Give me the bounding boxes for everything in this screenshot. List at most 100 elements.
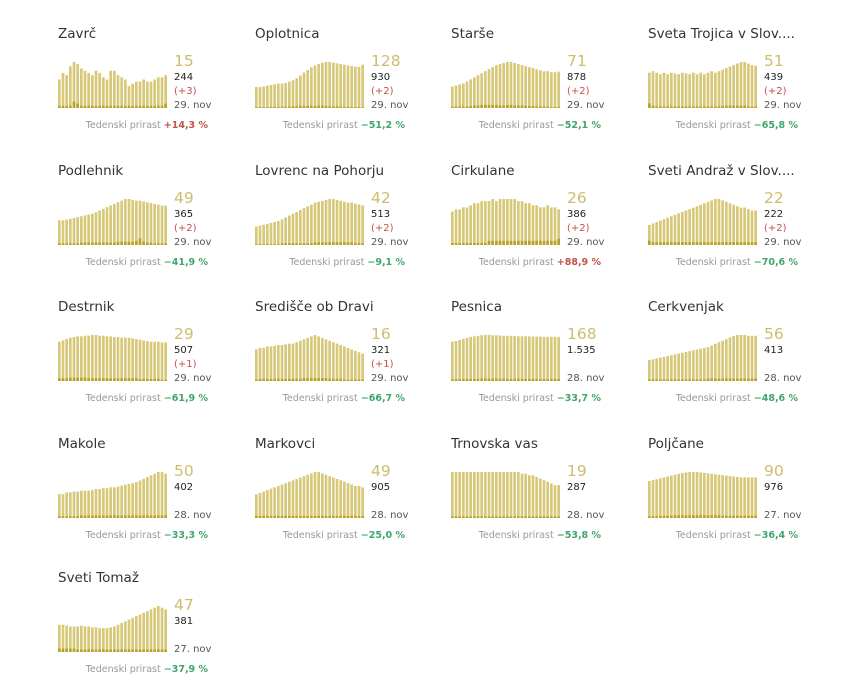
- new-cases-bar: [131, 378, 134, 381]
- new-cases-bar: [659, 515, 662, 518]
- active-bar: [662, 356, 666, 381]
- active-bar: [61, 340, 65, 381]
- weekly-growth-value: −61,9 %: [163, 393, 208, 404]
- active-bar: [710, 200, 713, 245]
- active-bar: [313, 202, 317, 245]
- new-cases-bar: [513, 378, 516, 381]
- active-bar: [343, 201, 346, 245]
- active-bar: [717, 342, 721, 381]
- active-bar: [135, 339, 138, 381]
- active-bar: [747, 63, 750, 108]
- active-bar: [324, 199, 328, 245]
- active-bar: [149, 81, 153, 108]
- new-cases-bar: [480, 104, 483, 108]
- weekly-growth-label: Tedenski prirast: [85, 664, 161, 675]
- new-cases-bar: [160, 379, 164, 381]
- active-bar: [681, 72, 684, 108]
- new-cases-bar: [458, 242, 461, 245]
- weekly-growth-value: −36,4 %: [753, 530, 798, 541]
- active-bar: [692, 207, 695, 245]
- new-cases-bar: [354, 243, 357, 245]
- new-cases-bar: [138, 378, 142, 381]
- active-bar: [317, 64, 320, 108]
- active-bar: [109, 627, 112, 652]
- new-cases-bar: [557, 516, 560, 518]
- active-bar: [277, 485, 280, 518]
- new-cases-bar: [76, 516, 79, 518]
- new-cases-bar: [717, 242, 721, 245]
- active-bar: [498, 335, 502, 381]
- new-cases-bar: [666, 515, 669, 518]
- municipality-title: Pesnica: [451, 299, 503, 315]
- new-cases-bar: [58, 105, 61, 108]
- active-bar: [321, 62, 324, 108]
- new-cases-bar: [87, 242, 90, 245]
- active-bar: [255, 87, 258, 108]
- active-bar: [502, 335, 505, 381]
- new-cases-bar: [280, 243, 284, 245]
- new-cases-bar: [677, 106, 680, 108]
- weekly-growth-value: −41,9 %: [163, 257, 208, 268]
- weekly-growth-value: −65,8 %: [753, 120, 798, 131]
- new-cases-bar: [513, 516, 516, 518]
- active-bar: [728, 66, 732, 108]
- new-cases-bar: [695, 515, 699, 518]
- active-bar: [484, 335, 487, 381]
- new-cases-bar: [487, 240, 491, 245]
- new-cases-bar: [306, 105, 309, 108]
- new-cases-bar: [102, 378, 105, 381]
- new-cases-bar: [266, 515, 269, 518]
- new-cases-bar: [553, 378, 557, 381]
- weekly-growth: Tedenski prirast +88,9 %: [479, 257, 601, 268]
- new-cases-bar: [662, 242, 666, 245]
- new-cases-bar: [517, 240, 520, 245]
- active-cases-bar-chart: [255, 199, 364, 245]
- weekly-growth-value: −48,6 %: [753, 393, 798, 404]
- active-bar: [98, 489, 101, 518]
- new-cases-bar: [743, 105, 746, 108]
- new-cases-bar: [76, 377, 79, 381]
- active-bar: [480, 335, 483, 381]
- active-bar: [706, 72, 710, 108]
- active-bar: [273, 487, 276, 518]
- new-cases-bar: [269, 515, 273, 518]
- active-bar: [458, 339, 461, 381]
- new-cases-bar: [76, 649, 79, 652]
- new-cases-bar: [98, 242, 101, 245]
- active-bar: [87, 214, 90, 245]
- active-bar: [557, 336, 560, 381]
- active-bar: [721, 69, 724, 108]
- new-cases-bar: [739, 378, 743, 381]
- active-bar: [725, 68, 728, 108]
- active-bar: [739, 62, 743, 108]
- new-cases-bar: [65, 105, 68, 108]
- active-bar: [69, 337, 72, 381]
- active-bar: [328, 62, 331, 108]
- active-bar: [750, 477, 754, 518]
- new-cases-bar: [550, 106, 553, 108]
- active-bar: [255, 226, 258, 245]
- active-cases-bar-chart: [58, 606, 167, 652]
- new-cases-bar: [306, 378, 309, 381]
- new-cases-bar: [80, 377, 83, 381]
- active-bar: [728, 337, 732, 381]
- active-bar: [258, 87, 262, 108]
- new-cases-bar: [725, 105, 728, 108]
- active-bar: [135, 482, 138, 518]
- new-cases-bar: [695, 242, 699, 245]
- new-cases-bar: [332, 378, 335, 381]
- new-cases-bar: [142, 378, 145, 381]
- active-bar: [717, 199, 721, 245]
- weekly-growth: Tedenski prirast −66,7 %: [283, 393, 405, 404]
- active-bar: [495, 65, 498, 108]
- active-bar: [546, 205, 549, 245]
- new-cases-bar: [721, 515, 724, 518]
- new-cases-bar: [160, 515, 164, 518]
- active-bar: [528, 67, 531, 108]
- active-bar: [332, 199, 335, 245]
- new-cases-bar: [87, 378, 90, 381]
- active-bar: [291, 480, 295, 518]
- active-bar: [524, 203, 527, 245]
- active-bar: [357, 204, 361, 245]
- new-cases-bar: [728, 515, 732, 518]
